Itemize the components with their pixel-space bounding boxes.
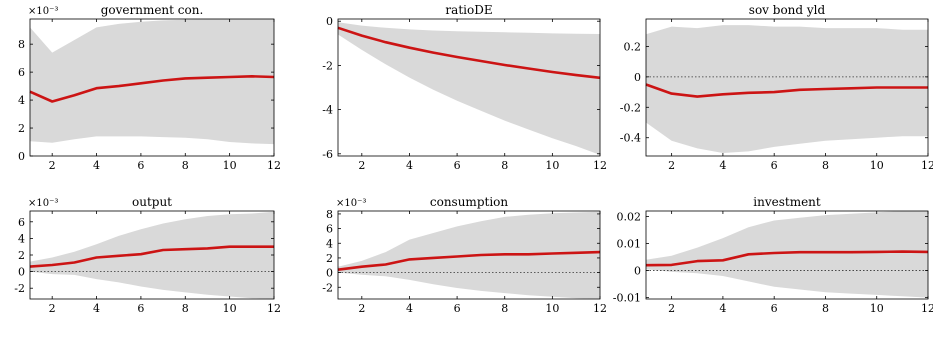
x-tick-label: 6 bbox=[454, 159, 461, 172]
confidence-band bbox=[338, 22, 600, 155]
x-tick-label: 6 bbox=[771, 302, 778, 315]
y-tick-label: 0.2 bbox=[624, 40, 642, 53]
x-tick-label: 6 bbox=[137, 302, 144, 315]
y-tick-label: 0.02 bbox=[617, 210, 642, 223]
y-tick-label: 0 bbox=[326, 15, 333, 28]
x-tick-label: 10 bbox=[545, 159, 559, 172]
y-tick-label: -2 bbox=[322, 59, 333, 72]
x-tick-label: 12 bbox=[593, 159, 607, 172]
x-tick-label: 8 bbox=[501, 302, 508, 315]
x-tick-label: 12 bbox=[921, 159, 933, 172]
panel-title: sov bond yld bbox=[749, 3, 826, 17]
axes-frame bbox=[337, 18, 601, 157]
axes-frame bbox=[29, 18, 275, 157]
y-tick-label: 6 bbox=[18, 216, 25, 229]
x-tick-label: 10 bbox=[870, 159, 884, 172]
y-tick-label: 0 bbox=[18, 266, 25, 279]
confidence-band bbox=[30, 211, 274, 299]
x-tick-label: 10 bbox=[870, 302, 884, 315]
panel-5: 2 4 6 8 10 12 -0.01 0 0.01 0.02 investment bbox=[613, 195, 933, 315]
x-tick-label: 2 bbox=[358, 159, 365, 172]
axes-frame bbox=[337, 210, 601, 300]
x-tick-label: 2 bbox=[358, 302, 365, 315]
axis-scale-label: ×10⁻³ bbox=[28, 6, 58, 17]
x-tick-label: 2 bbox=[49, 159, 56, 172]
y-tick-label: 0 bbox=[634, 71, 641, 84]
y-tick-label: 0 bbox=[18, 150, 25, 163]
x-tick-label: 10 bbox=[545, 302, 559, 315]
x-tick-label: 12 bbox=[267, 302, 281, 315]
x-tick-label: 4 bbox=[93, 302, 100, 315]
x-tick-label: 4 bbox=[93, 159, 100, 172]
panel-title: ratioDE bbox=[445, 3, 492, 17]
median-response-line bbox=[337, 250, 601, 271]
axes-frame bbox=[645, 210, 929, 300]
axis-scale-label: ×10⁻³ bbox=[28, 198, 58, 209]
confidence-band bbox=[646, 25, 928, 154]
y-tick-label: 4 bbox=[18, 232, 25, 245]
y-tick-label: 2 bbox=[326, 252, 333, 265]
y-tick-label: 0.01 bbox=[617, 237, 642, 250]
x-tick-label: 12 bbox=[593, 302, 607, 315]
y-tick-label: 8 bbox=[326, 208, 333, 221]
x-tick-label: 10 bbox=[223, 302, 237, 315]
x-tick-label: 12 bbox=[267, 159, 281, 172]
y-tick-label: 0 bbox=[634, 265, 641, 278]
x-tick-label: 4 bbox=[719, 159, 726, 172]
median-response-line bbox=[29, 245, 274, 268]
panel-2: 2 4 6 8 10 12 -0.4 -0.2 0 0.2 sov bond yld bbox=[620, 3, 933, 172]
y-tick-label: -0.2 bbox=[620, 101, 641, 114]
median-response-line bbox=[337, 26, 601, 80]
y-tick-label: -6 bbox=[322, 148, 333, 161]
x-tick-label: 2 bbox=[668, 159, 675, 172]
x-tick-label: 8 bbox=[182, 159, 189, 172]
x-tick-label: 6 bbox=[454, 302, 461, 315]
panel-1: 2 4 6 8 10 12 -6 -4 -2 0 ratioDE bbox=[322, 3, 607, 172]
y-tick-label: -2 bbox=[14, 282, 25, 295]
y-tick-label: 2 bbox=[18, 122, 25, 135]
x-tick-label: 2 bbox=[668, 302, 675, 315]
median-response-line bbox=[645, 83, 928, 98]
axes-frame bbox=[645, 18, 929, 157]
median-response-line bbox=[645, 250, 929, 267]
y-tick-label: 6 bbox=[326, 223, 333, 236]
y-tick-label: 0 bbox=[326, 267, 333, 280]
panel-title: consumption bbox=[430, 195, 509, 209]
y-tick-label: -0.4 bbox=[620, 132, 641, 145]
y-tick-label: 4 bbox=[18, 94, 25, 107]
y-tick-label: -0.01 bbox=[613, 292, 641, 305]
median-response-line bbox=[29, 75, 275, 103]
x-tick-label: 4 bbox=[406, 159, 413, 172]
x-tick-label: 4 bbox=[719, 302, 726, 315]
y-tick-label: -4 bbox=[322, 104, 333, 117]
confidence-band bbox=[646, 211, 928, 298]
x-tick-label: 6 bbox=[137, 159, 144, 172]
x-tick-label: 8 bbox=[182, 302, 189, 315]
x-tick-label: 6 bbox=[771, 159, 778, 172]
x-tick-label: 8 bbox=[822, 302, 829, 315]
axis-scale-label: ×10⁻³ bbox=[336, 198, 366, 209]
x-tick-label: 8 bbox=[501, 159, 508, 172]
panel-3: 2 4 6 8 10 12 -2 0 2 4 6 output ×10⁻³ bbox=[14, 195, 281, 315]
y-tick-label: 6 bbox=[18, 66, 25, 79]
panel-title: investment bbox=[753, 195, 821, 209]
x-tick-label: 10 bbox=[223, 159, 237, 172]
y-tick-label: 2 bbox=[18, 249, 25, 262]
x-tick-label: 2 bbox=[49, 302, 56, 315]
x-tick-label: 8 bbox=[822, 159, 829, 172]
panel-0: 2 4 6 8 10 12 0 2 4 6 8 government con. ×10⁻³ bbox=[18, 3, 281, 172]
panel-title: output bbox=[132, 195, 172, 209]
y-tick-label: -2 bbox=[322, 281, 333, 294]
x-tick-label: 12 bbox=[921, 302, 933, 315]
y-tick-label: 4 bbox=[326, 237, 333, 250]
panel-title: government con. bbox=[101, 3, 204, 17]
x-tick-label: 4 bbox=[406, 302, 413, 315]
y-tick-label: 8 bbox=[18, 38, 25, 51]
